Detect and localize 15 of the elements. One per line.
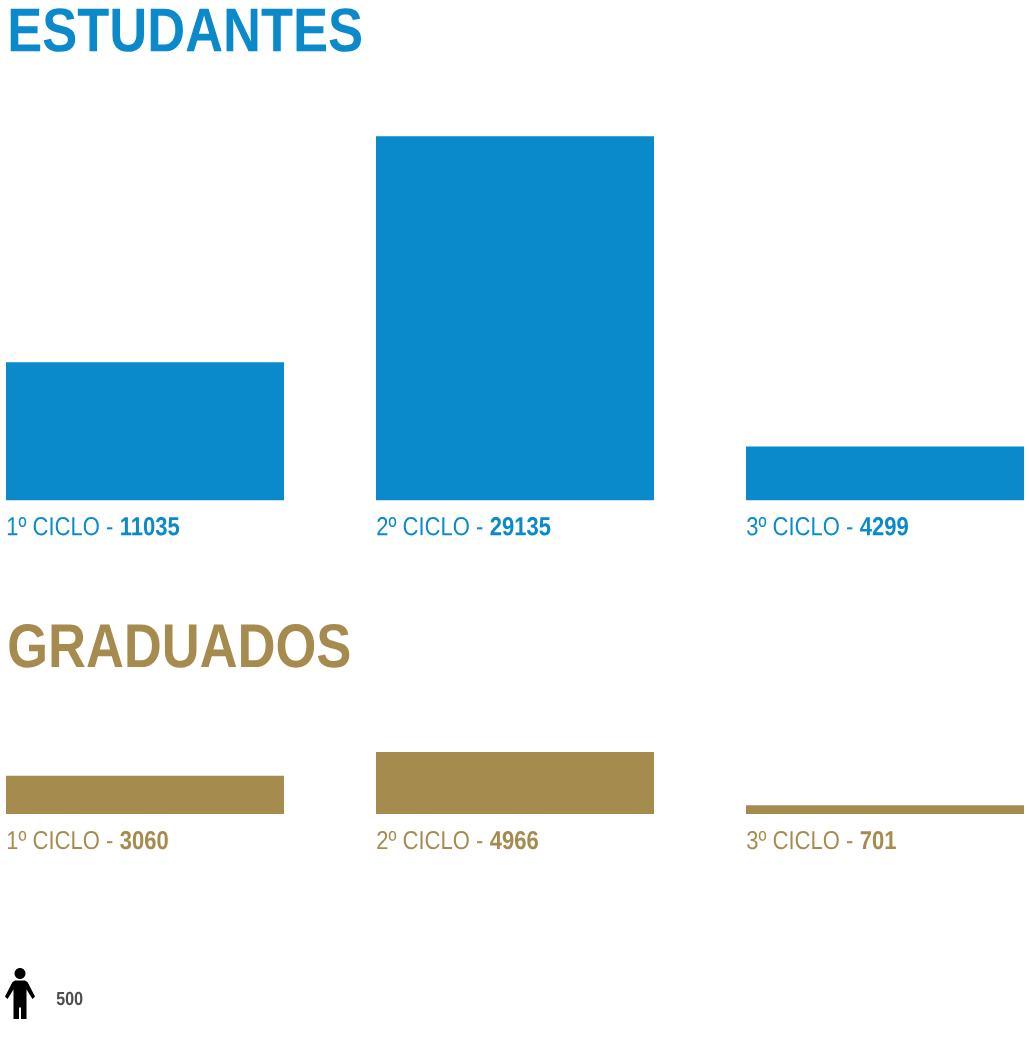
data-label: 3060 [120,830,168,850]
data-label: 29135 [490,517,551,536]
x-tick-label: 3º CICLO - [747,517,853,536]
chart-title: GRADUADOS [9,623,350,668]
data-label: 4299 [860,517,908,536]
x-tick-label: 2º CICLO - [377,517,483,536]
data-label: 4966 [490,830,538,850]
x-tick-label: 2º CICLO - [377,830,483,850]
x-tick-label: 3º CICLO - [747,830,853,850]
chart-title: ESTUDANTES [10,8,362,52]
data-label: 701 [860,830,896,850]
data-label: 11035 [121,517,180,536]
x-tick-label: 1º CICLO - [7,830,113,850]
x-tick-label: 1º CICLO - [7,517,113,536]
text: 500 [56,991,83,1006]
